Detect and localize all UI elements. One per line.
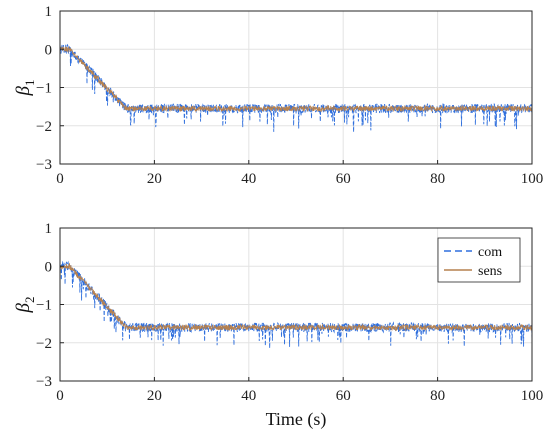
legend: com sens [437, 237, 521, 283]
chart-beta-1: 0 20 40 60 80 100 10−1−2−3 β1 [13, 4, 543, 187]
x-tick-label: 20 [147, 388, 162, 404]
x-tick-label: 100 [521, 388, 544, 404]
x-tick-label: 60 [336, 171, 351, 187]
x-tick-label: 40 [241, 171, 256, 187]
legend-label-sens: sens [478, 264, 502, 279]
y-axis-subscript-beta-2: 2 [22, 297, 37, 304]
y-ticks-beta-1: 1 0 −1 −2 −3 [36, 4, 64, 173]
x-tick-label: 20 [147, 171, 162, 187]
y-tick-label: −2 [36, 336, 52, 352]
series-layer-beta-1 [60, 43, 532, 133]
y-axis-label-beta-1: β1 [13, 80, 37, 97]
series-line-sens [60, 45, 532, 113]
x-tick-label: 100 [521, 171, 544, 187]
series-line-com [60, 43, 532, 133]
x-tick-label: 0 [56, 171, 64, 187]
y-tick-label: 0 [45, 259, 53, 275]
x-tick-label: 60 [336, 388, 351, 404]
y-axis-label-beta-2: β2 [13, 297, 37, 314]
y-tick-label: −1 [36, 81, 52, 97]
chart-beta-2: 0 20 40 60 80 100 1 0 −1 −2 −3 β2 Time (s) com se… [13, 221, 543, 430]
y-axis-symbol-beta-1: β [13, 85, 34, 96]
y-axis-symbol-beta-2: β [13, 302, 34, 313]
y-tick-label: −2 [36, 119, 52, 135]
x-tick-label: 80 [430, 388, 445, 404]
x-tick-label: 0 [56, 388, 64, 404]
y-tick-label: 1 [45, 4, 53, 20]
y-tick-label: −3 [36, 157, 52, 173]
x-axis-label: Time (s) [266, 409, 327, 430]
y-ticks-beta-2: 1 0 −1 −2 −3 [36, 221, 64, 390]
x-ticks-beta-2: 0 20 40 60 80 100 [56, 377, 543, 404]
legend-box [437, 237, 521, 283]
legend-label-com: com [478, 245, 502, 260]
grid-beta-1 [60, 11, 532, 164]
x-ticks-beta-1: 0 20 40 60 80 100 [56, 160, 543, 187]
y-tick-label: −1 [36, 298, 52, 314]
y-axis-subscript-beta-1: 1 [22, 80, 37, 87]
x-tick-label: 40 [241, 388, 256, 404]
y-tick-label: 1 [45, 221, 53, 237]
series-layer-beta-2 [60, 260, 532, 349]
y-tick-label: 0 [45, 42, 53, 58]
y-tick-label: −3 [36, 374, 52, 390]
x-tick-label: 80 [430, 171, 445, 187]
series-line-sens [60, 262, 532, 332]
